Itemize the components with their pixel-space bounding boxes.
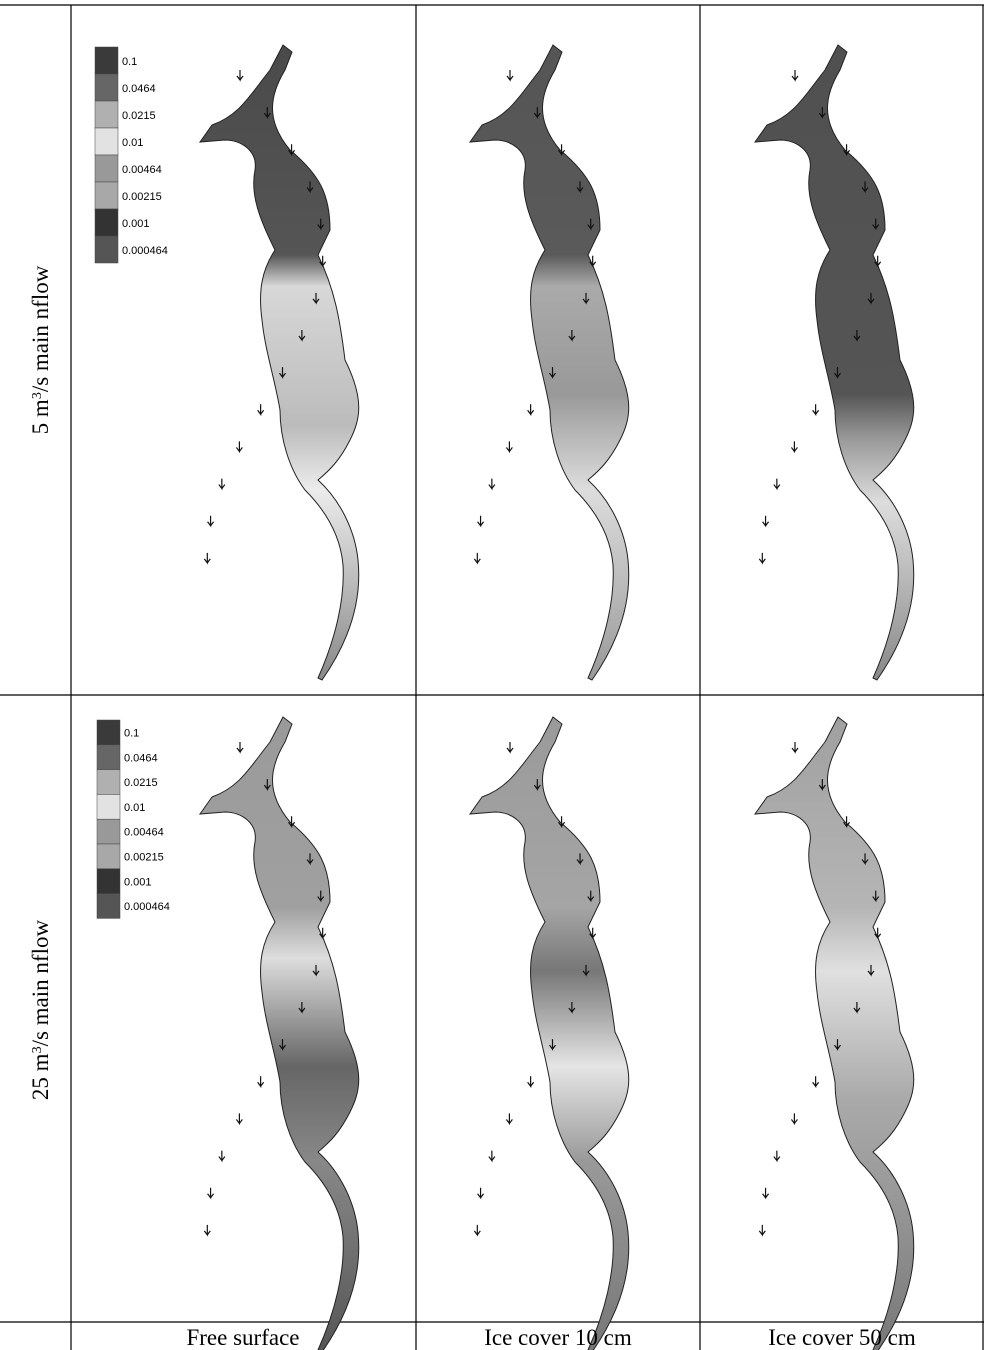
- legend-swatch: [97, 819, 120, 844]
- legend-swatch: [95, 209, 118, 236]
- river-map: [755, 717, 914, 1350]
- row-label-text: /s main nflow: [28, 265, 53, 392]
- legend-swatch: [95, 128, 118, 155]
- flow-arrow: [792, 70, 798, 80]
- legend-label: 0.01: [124, 802, 145, 814]
- legend-swatch: [95, 182, 118, 209]
- flow-arrow: [774, 479, 780, 489]
- flow-arrow: [507, 70, 513, 80]
- legend-swatch: [97, 894, 120, 919]
- river-map: [200, 717, 359, 1350]
- legend-swatch: [97, 745, 120, 770]
- legend-swatch: [95, 101, 118, 128]
- flow-arrow: [528, 1076, 534, 1086]
- legend-swatch: [95, 74, 118, 101]
- flow-arrow: [208, 1188, 214, 1198]
- map-panel: [200, 45, 359, 680]
- legend-label: 0.00215: [124, 852, 164, 864]
- legend-label: 0.001: [124, 876, 152, 888]
- flow-arrow: [489, 479, 495, 489]
- flow-arrow: [219, 1151, 225, 1161]
- column-label: Ice cover 10 cm: [484, 1325, 632, 1350]
- legend-swatch: [97, 794, 120, 819]
- map-panel: [755, 45, 914, 680]
- flow-arrow: [489, 1151, 495, 1161]
- flow-arrow: [759, 553, 765, 563]
- river-map: [470, 45, 629, 680]
- legend: 0.1 0.0464 0.0215 0.01 0.00464 0.00215 0.001 0.…: [95, 47, 168, 263]
- flow-arrow: [759, 1225, 765, 1235]
- river-map: [470, 717, 629, 1350]
- row-label: 25 m3/s main nflow: [28, 920, 53, 1101]
- flow-arrow: [258, 404, 264, 414]
- flow-arrow: [474, 1225, 480, 1235]
- flow-arrow: [528, 404, 534, 414]
- column-label: Ice cover 50 cm: [768, 1325, 916, 1350]
- flow-arrow: [204, 1225, 210, 1235]
- legend-label: 0.01: [122, 137, 143, 149]
- row-label-text: 5 m: [28, 399, 53, 434]
- flow-arrow: [763, 1188, 769, 1198]
- legend-label: 0.0215: [124, 777, 158, 789]
- flow-arrow: [237, 742, 243, 752]
- legend-swatch: [97, 720, 120, 745]
- river-map: [755, 45, 914, 680]
- legend-swatch: [95, 47, 118, 74]
- row-label-text: 25 m: [28, 1053, 53, 1100]
- flow-arrow: [204, 553, 210, 563]
- flow-arrow: [791, 1113, 797, 1123]
- row-label-sup: 3: [30, 1046, 45, 1053]
- flow-arrow: [774, 1151, 780, 1161]
- map-panel: [470, 717, 629, 1350]
- flow-arrow: [478, 516, 484, 526]
- legend-swatch: [95, 236, 118, 263]
- row-label: 5 m3/s main nflow: [28, 265, 53, 434]
- legend-label: 0.00215: [122, 191, 162, 203]
- legend-label: 0.0464: [124, 752, 158, 764]
- legend: 0.1 0.0464 0.0215 0.01 0.00464 0.00215 0.001 0.…: [97, 720, 170, 918]
- legend-swatch: [95, 155, 118, 182]
- legend-label: 0.0215: [122, 110, 156, 122]
- flow-arrow: [237, 70, 243, 80]
- flow-arrow: [813, 404, 819, 414]
- flow-arrow: [763, 516, 769, 526]
- flow-arrow: [208, 516, 214, 526]
- legend-label: 0.00464: [124, 827, 164, 839]
- flow-arrow: [258, 1076, 264, 1086]
- flow-arrow: [506, 1113, 512, 1123]
- river-map: [200, 45, 359, 680]
- flow-arrow: [813, 1076, 819, 1086]
- row-label-text: /s main nflow: [28, 920, 53, 1047]
- legend-label: 0.001: [122, 218, 150, 230]
- flow-arrow: [236, 1113, 242, 1123]
- row-label-sup: 3: [30, 392, 45, 399]
- figure: 0.1 0.0464 0.0215 0.01 0.00464 0.00215 0.001 0.…: [0, 0, 984, 1350]
- legend-label: 0.1: [124, 728, 139, 740]
- map-panel: [470, 45, 629, 680]
- legend-label: 0.0464: [122, 83, 156, 95]
- flow-arrow: [474, 553, 480, 563]
- legend-swatch: [97, 844, 120, 869]
- map-panel: [200, 717, 359, 1350]
- legend-swatch: [97, 869, 120, 894]
- legend-label: 0.00464: [122, 164, 162, 176]
- flow-arrow: [236, 441, 242, 451]
- legend-swatch: [97, 770, 120, 795]
- flow-arrow: [506, 441, 512, 451]
- flow-arrow: [219, 479, 225, 489]
- legend-label: 0.1: [122, 56, 137, 68]
- flow-arrow: [478, 1188, 484, 1198]
- flow-arrow: [792, 742, 798, 752]
- flow-arrow: [791, 441, 797, 451]
- column-label: Free surface: [186, 1325, 299, 1350]
- legend-label: 0.000464: [122, 245, 168, 257]
- map-panel: [755, 717, 914, 1350]
- flow-arrow: [507, 742, 513, 752]
- legend-label: 0.000464: [124, 901, 170, 913]
